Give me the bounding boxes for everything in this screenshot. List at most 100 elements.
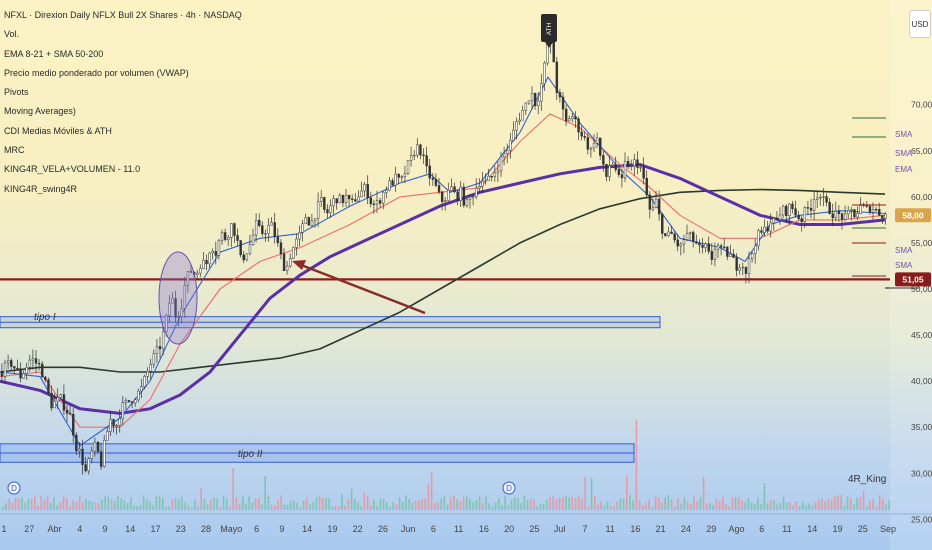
candle-body [171,298,174,304]
candle-body [248,244,252,255]
candle-body [648,194,652,210]
volume-bar [110,499,113,510]
candle-body [444,200,447,203]
volume-bar [117,495,119,510]
candle-body [28,359,32,368]
candle-body [822,196,825,198]
sma-label: SMA [895,246,913,255]
time-tick-label: Sep [880,524,896,534]
volume-bar [482,502,484,510]
candle-body [509,140,512,151]
time-tick-label: 11 [782,524,791,534]
candle-body [611,164,614,167]
candle-body [366,184,369,199]
legend-vwap[interactable]: Precio medio ponderado por volumen (VWAP… [4,67,189,78]
volume-bar [5,503,7,510]
volume-bar [699,497,702,510]
legend-cdi[interactable]: CDI Medias Móviles & ATH [4,125,112,136]
candle-body [589,147,593,150]
volume-bar [485,496,487,510]
candle-body [261,225,264,234]
volume-bar [142,495,145,510]
volume-bar [238,504,241,510]
volume-bar [226,498,228,510]
volume-bar [427,483,430,510]
legend-pivots[interactable]: Pivots [4,87,29,98]
time-tick-label: 6 [759,524,764,534]
volume-bar [795,501,798,510]
candle-body [369,197,373,205]
candle-body [394,173,397,186]
volume-bar [850,498,852,510]
volume-bar [840,495,842,510]
volume-bar [786,502,788,510]
candle-body [599,137,602,156]
candle-body [155,346,159,354]
candle-body [109,419,112,432]
legend-king4r-swing[interactable]: KING4R_swing4R [4,183,78,194]
time-tick-label: 14 [302,524,312,534]
candle-body [313,218,317,222]
time-tick-label: 25 [858,524,868,534]
candle-body [16,367,19,370]
volume-bar [581,498,583,510]
candle-body [115,425,118,427]
volume-bar [696,501,698,510]
volume-bar [334,506,337,510]
candle-body [735,257,738,271]
volume-bar [430,471,433,510]
volume-bar [446,504,449,510]
candle-body [75,434,78,452]
candle-body [161,331,165,350]
candle-body [174,298,177,318]
price-label-text: 58,00 [902,210,924,220]
legend-mrc[interactable]: MRC [4,145,25,156]
legend-moving-averages[interactable]: Moving Averages) [4,106,76,117]
volume-bar [21,497,23,510]
volume-bar [91,502,94,510]
volume-bar [488,503,490,510]
legend-ema-sma[interactable]: EMA 8-21 + SMA 50-200 [4,48,104,59]
ath-marker [541,14,557,42]
ath-marker-pointer [545,42,553,48]
volume-bar [552,496,554,510]
sma200-line [0,188,886,373]
candle-body [62,394,66,411]
candle-body [471,196,475,198]
volume-bar [267,496,270,510]
currency-button[interactable]: USD [909,10,931,38]
candle-body [385,189,388,193]
volume-bar [59,501,62,510]
time-tick-label: 11 [454,524,463,534]
volume-bar [862,490,865,510]
volume-bar [709,503,711,510]
chart-title[interactable]: NFXL · Direxion Daily NFLX Bull 2X Share… [4,10,242,20]
candle-body [422,154,425,156]
candle-body [124,400,128,404]
volume-bar [322,498,324,510]
volume-bar [274,505,276,510]
time-tick-label: Mayo [220,524,242,534]
volume-bar [219,506,222,510]
candle-body [186,271,190,286]
candle-body [515,121,518,131]
candle-body [34,358,38,364]
volume-bar [875,506,878,510]
candle-body [701,244,704,248]
volume-bar [178,498,180,510]
candle-body [434,179,438,186]
legend-volume[interactable]: Vol. [4,29,20,40]
volume-bar [882,498,884,510]
price-tick-label: 25,00 [911,514,932,524]
volume-bar [200,487,202,510]
sma-label: SMA [895,130,913,139]
volume-bar [629,495,631,510]
volume-bar [190,506,193,510]
candle-body [843,213,847,220]
legend-king4r-vela[interactable]: KING4R_VELA+VOLUMEN - 11.0 [4,164,141,175]
candle-body [347,194,351,200]
volume-bar [859,497,862,510]
candle-body [878,209,881,216]
volume-bar [14,497,17,510]
